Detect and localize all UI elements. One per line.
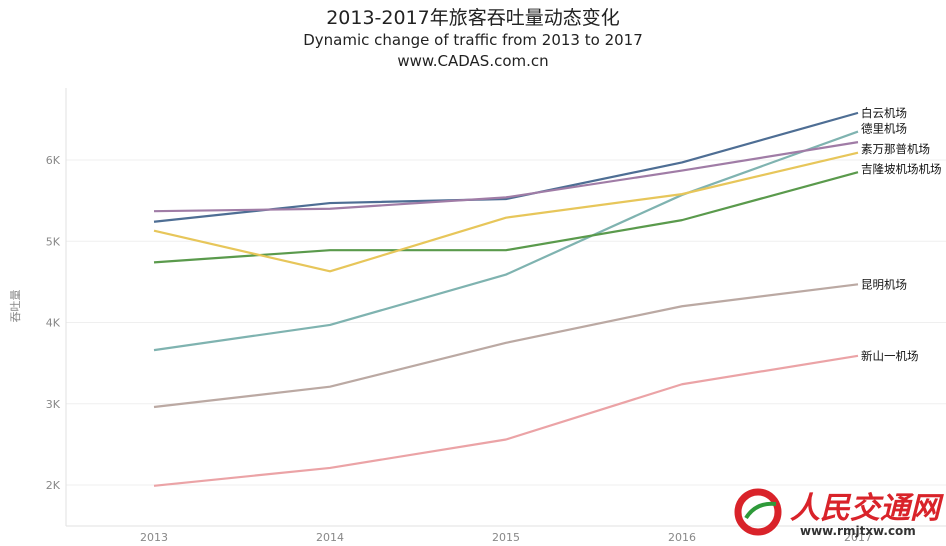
- series-line: [153, 354, 859, 487]
- series-line: [153, 283, 859, 409]
- x-tick-label: 2016: [668, 531, 696, 544]
- watermark-url: www.rmjtxw.com: [800, 524, 916, 538]
- series-label: 昆明机场: [861, 277, 907, 291]
- series-label: 素万那普机场: [861, 142, 930, 156]
- grid-lines: [66, 159, 946, 486]
- y-axis-label: 吞吐量: [9, 290, 22, 323]
- y-tick-label: 6K: [46, 154, 61, 167]
- series-line: [153, 111, 859, 223]
- y-tick-labels: 2K 3K 4K 5K 6K: [46, 154, 61, 492]
- y-tick-label: 2K: [46, 479, 61, 492]
- x-tick-label: 2015: [492, 531, 520, 544]
- chart-title: 2013-2017年旅客吞吐量动态变化: [326, 7, 620, 29]
- source-website: www.CADAS.com.cn: [397, 52, 549, 70]
- series-line: [153, 151, 859, 273]
- series-label: 新山一机场: [861, 349, 919, 363]
- x-tick-label: 2017: [844, 531, 872, 544]
- x-tick-labels: 2013 2014 2015 2016 2017: [140, 531, 872, 544]
- y-tick-label: 5K: [46, 235, 61, 248]
- y-tick-label: 3K: [46, 398, 61, 411]
- series-label: 白云机场: [861, 106, 907, 120]
- chart-subtitle: Dynamic change of traffic from 2013 to 2…: [303, 31, 643, 49]
- y-tick-label: 4K: [46, 317, 61, 330]
- series-line: [153, 130, 859, 352]
- watermark-logo: 人民交通网: [734, 488, 944, 536]
- x-tick-label: 2013: [140, 531, 168, 544]
- watermark-brand: 人民交通网: [790, 491, 944, 526]
- series-label: 吉隆坡机场机场: [861, 162, 942, 176]
- x-tick-label: 2014: [316, 531, 344, 544]
- chart-title-block: 2013-2017年旅客吞吐量动态变化 Dynamic change of tr…: [0, 6, 946, 72]
- series-line: [153, 141, 859, 213]
- series-lines: [153, 111, 859, 487]
- series-line: [153, 171, 859, 264]
- watermark-swoosh-icon: [744, 501, 777, 520]
- series-label: 德里机场: [861, 122, 907, 136]
- watermark-ring-icon: [734, 488, 782, 536]
